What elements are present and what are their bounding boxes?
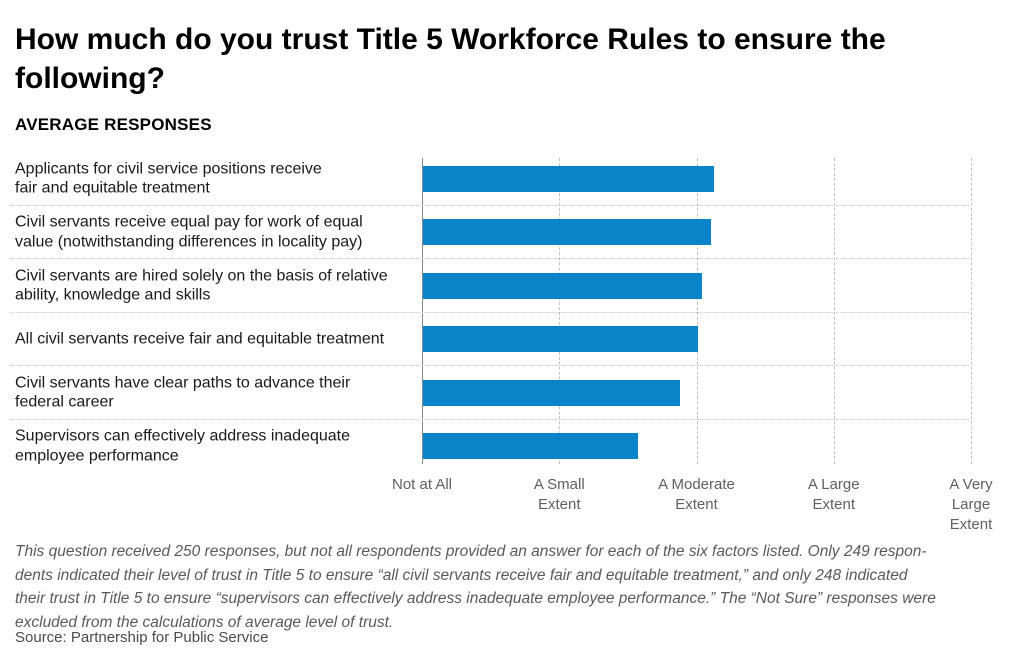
chart-row: Supervisors can effectively address inad… xyxy=(0,420,1024,474)
footnote-line: dents indicated their level of trust in … xyxy=(15,566,908,584)
chart-subtitle: AVERAGE RESPONSES xyxy=(15,115,212,134)
category-label: Civil servants have clear paths to advan… xyxy=(15,374,351,411)
bar xyxy=(423,326,698,353)
bar-rows: Applicants for civil service positions r… xyxy=(0,152,1024,473)
footnote-line: their trust in Title 5 to ensure “superv… xyxy=(15,590,936,607)
x-axis-tick-label: A Large Extent xyxy=(807,476,860,513)
x-axis-tick-label: A Small Extent xyxy=(533,476,585,513)
footnote-line: excluded from the calculations of averag… xyxy=(15,613,394,631)
category-label: All civil servants receive fair and equi… xyxy=(15,330,385,348)
footnote: This question received 250 responses, bu… xyxy=(15,540,1010,634)
chart-row: Civil servants receive equal pay for wor… xyxy=(0,206,1024,260)
bar xyxy=(423,165,714,192)
footnote-line: This question received 250 responses, bu… xyxy=(15,543,927,560)
chart-row: Applicants for civil service positions r… xyxy=(0,152,1024,206)
y-axis-line xyxy=(422,158,423,464)
gridline xyxy=(696,158,698,464)
category-label: Supervisors can effectively address inad… xyxy=(15,427,351,465)
bar xyxy=(423,219,712,246)
gridline xyxy=(833,158,835,464)
chart-row: Civil servants are hired solely on the b… xyxy=(0,259,1024,313)
gridline xyxy=(971,158,972,464)
x-axis-tick-label: A Moderate Extent xyxy=(658,476,735,513)
category-label: Civil servants receive equal pay for wor… xyxy=(15,213,363,251)
bar xyxy=(423,379,680,406)
page-title: How much do you trust Title 5 Workforce … xyxy=(15,23,886,95)
x-axis-tick-label: A Very Large Extent xyxy=(949,476,993,533)
chart-row: Civil servants have clear paths to advan… xyxy=(0,366,1024,420)
chart-row: All civil servants receive fair and equi… xyxy=(0,313,1024,367)
x-axis-tick-label: Not at All xyxy=(391,476,453,493)
bar xyxy=(423,433,639,460)
gridline xyxy=(559,158,561,464)
category-label: Applicants for civil service positions r… xyxy=(15,160,322,197)
category-label: Civil servants are hired solely on the b… xyxy=(15,267,388,304)
bar xyxy=(423,272,702,299)
source-text: Source: Partnership for Public Service xyxy=(15,629,269,646)
bar-chart: Applicants for civil service positions r… xyxy=(0,152,1024,533)
